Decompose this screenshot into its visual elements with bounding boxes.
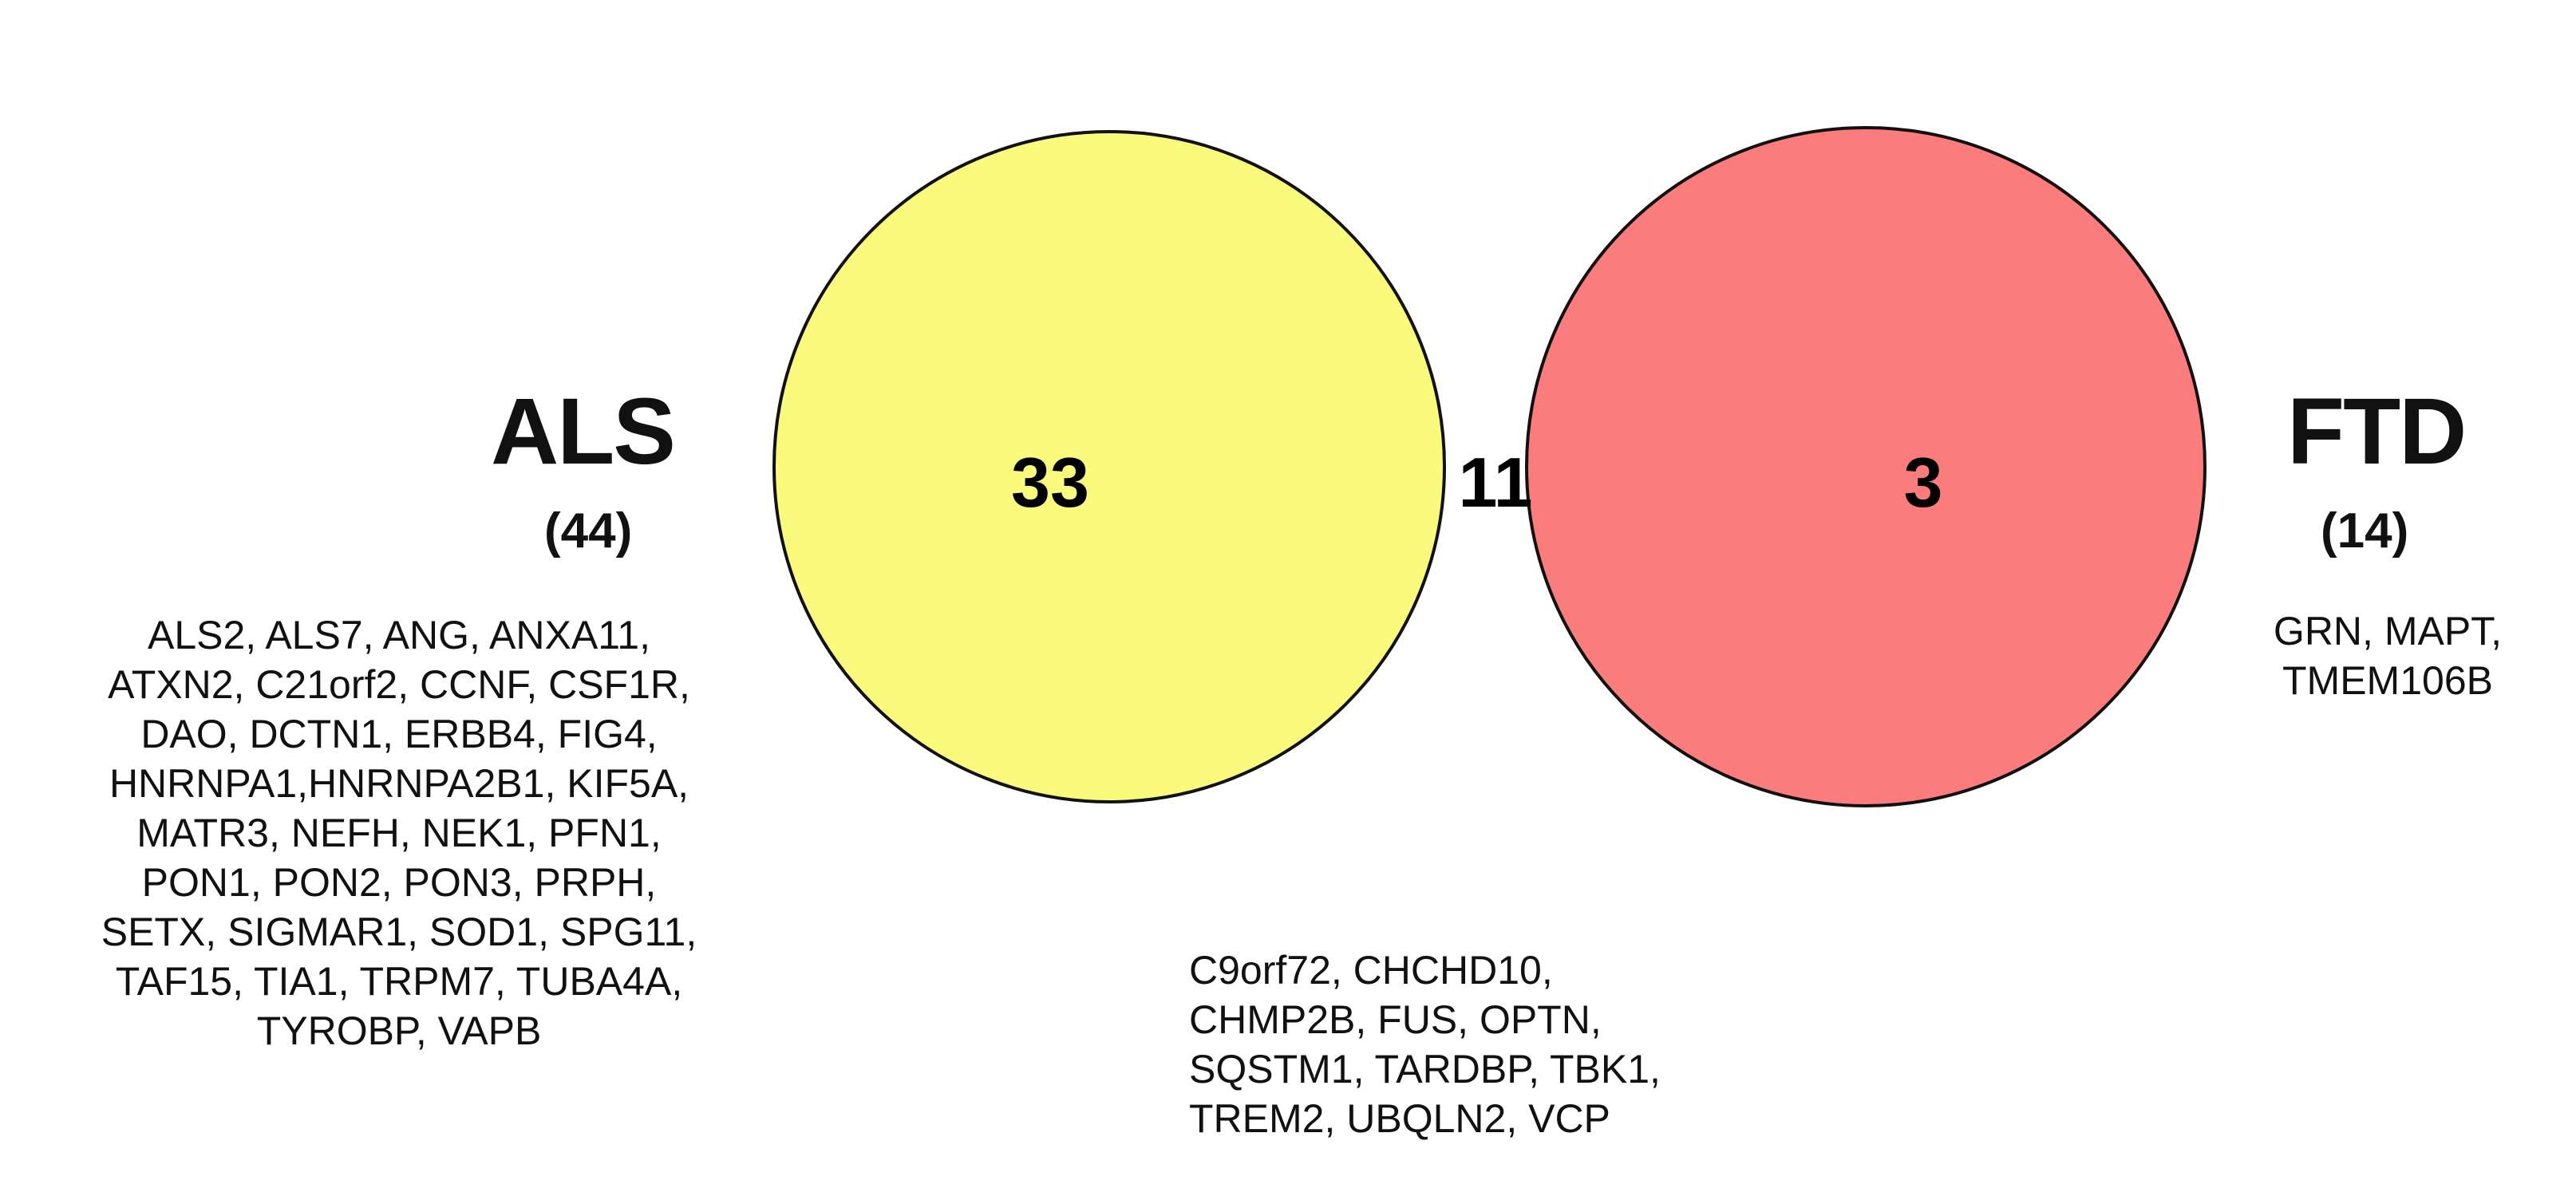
gene-line: ATXN2, C21orf2, CCNF, CSF1R, [108,662,690,707]
gene-line: HNRNPA1,HNRNPA2B1, KIF5A, [109,761,689,806]
ftd-title: FTD [2287,379,2467,484]
ftd-circle-outline [1525,126,2207,807]
ftd-gene-list: GRN, MAPT, TMEM106B [2244,606,2531,705]
als-only-count: 33 [1011,443,1089,522]
overlap-count: 11 [1458,443,1532,522]
gene-line: CHMP2B, FUS, OPTN, [1189,997,1602,1042]
ftd-only-count: 3 [1904,443,1943,522]
gene-line: TMEM106B [2282,658,2493,703]
ftd-circle [1527,128,2205,806]
als-circle [774,132,1444,802]
als-gene-list: ALS2, ALS7, ANG, ANXA11, ATXN2, C21orf2,… [0,610,798,1056]
gene-line: TAF15, TIA1, TRPM7, TUBA4A, [115,959,683,1004]
gene-line: SETX, SIGMAR1, SOD1, SPG11, [101,910,697,954]
als-title: ALS [491,379,676,484]
als-circle-outline [772,130,1446,803]
gene-line: DAO, DCTN1, ERBB4, FIG4, [140,712,658,756]
als-total-count: (44) [544,503,633,559]
gene-line: GRN, MAPT, [2273,609,2503,653]
gene-line: C9orf72, CHCHD10, [1189,948,1553,993]
ftd-total-count: (14) [2321,503,2409,559]
gene-line: PON1, PON2, PON3, PRPH, [141,860,657,905]
gene-line: TREM2, UBQLN2, VCP [1189,1096,1610,1141]
gene-line: ALS2, ALS7, ANG, ANXA11, [147,613,650,657]
shared-gene-list: C9orf72, CHCHD10, CHMP2B, FUS, OPTN, SQS… [1189,945,1661,1143]
gene-line: MATR3, NEFH, NEK1, PFN1, [136,811,662,855]
gene-line: TYROBP, VAPB [256,1008,542,1053]
gene-line: SQSTM1, TARDBP, TBK1, [1189,1047,1661,1091]
